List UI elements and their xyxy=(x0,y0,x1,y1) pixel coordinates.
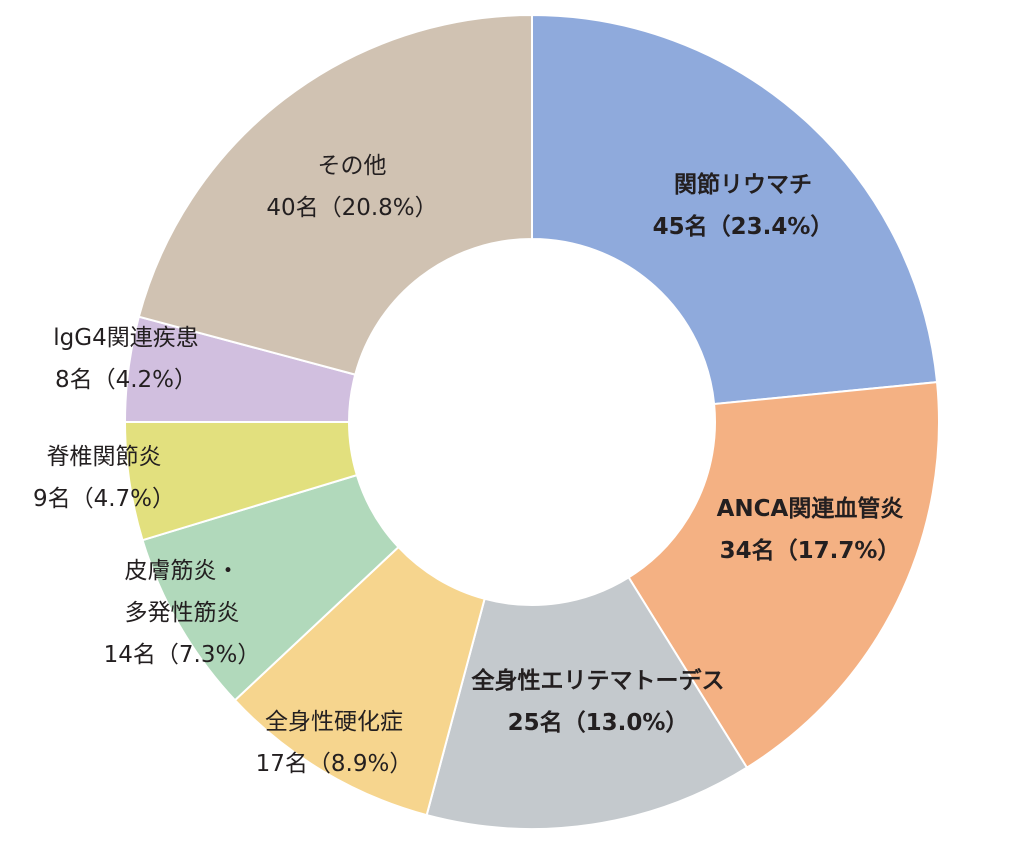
slice-1 xyxy=(627,381,940,770)
slice-value-label: 17名（8.9%） xyxy=(256,751,413,777)
slice-name-label: 全身性エリテマトーデス xyxy=(471,667,725,694)
slice-name-label: 皮膚筋炎・ xyxy=(125,558,240,584)
slice-labels: 関節リウマチ 45名（23.4%） ANCA関連血管炎 34名（17.7%） 全身性エリ… xyxy=(33,153,903,777)
slice-0 xyxy=(531,13,939,406)
slice-value-label: 40名（20.8%） xyxy=(266,195,437,221)
slice-value-label: 8名（4.2%） xyxy=(55,367,197,393)
slices xyxy=(123,13,940,830)
slice-name-label: lgG4関連疾患 xyxy=(53,325,198,351)
slice-name-label: 全身性硬化症 xyxy=(265,709,403,735)
slice-value-label: 14名（7.3%） xyxy=(104,642,261,668)
slice-name-label: 脊椎関節炎 xyxy=(47,444,162,470)
slice-name-label: ANCA関連血管炎 xyxy=(717,495,904,522)
slice-value-label: 25名（13.0%） xyxy=(508,709,689,736)
slice-value-label: 45名（23.4%） xyxy=(653,213,834,240)
slice-2 xyxy=(425,576,749,830)
slice-name-label: 関節リウマチ xyxy=(674,171,812,198)
slice-7 xyxy=(137,13,533,376)
slice-name-label: 多発性筋炎 xyxy=(125,600,240,626)
slice-name-label: その他 xyxy=(318,153,387,179)
slice-value-label: 34名（17.7%） xyxy=(720,537,901,564)
slice-value-label: 9名（4.7%） xyxy=(33,486,175,512)
